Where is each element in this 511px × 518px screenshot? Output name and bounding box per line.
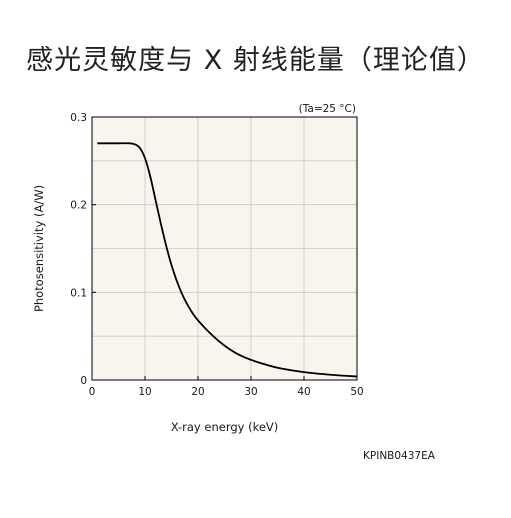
axis-ticks: 0 10 20 30 40 50 0 0.1 0.2 0.3 bbox=[70, 112, 363, 398]
y-tick-label: 0.1 bbox=[70, 287, 87, 299]
plot-frame bbox=[91, 116, 358, 381]
x-tick-label: 50 bbox=[350, 386, 363, 398]
y-axis-label: Photosensitivity (A/W) bbox=[32, 185, 46, 312]
grid-lines bbox=[92, 117, 357, 380]
x-tick-label: 0 bbox=[89, 386, 96, 398]
x-tick-label: 30 bbox=[244, 386, 257, 398]
x-tick-label: 10 bbox=[138, 386, 151, 398]
x-tick-label: 20 bbox=[191, 386, 204, 398]
x-axis-label: X-ray energy (keV) bbox=[171, 420, 279, 434]
y-tick-label: 0.2 bbox=[70, 200, 87, 212]
figure-code: KPINB0437EA bbox=[363, 450, 435, 462]
y-tick-label: 0.3 bbox=[70, 112, 87, 124]
y-tick-label: 0 bbox=[80, 375, 87, 387]
page-title: 感光灵敏度与 X 射线能量（理论值） bbox=[26, 45, 485, 76]
condition-label: (Ta=25 °C) bbox=[299, 103, 356, 115]
photosensitivity-curve bbox=[97, 142, 358, 378]
x-tick-label: 40 bbox=[297, 386, 310, 398]
